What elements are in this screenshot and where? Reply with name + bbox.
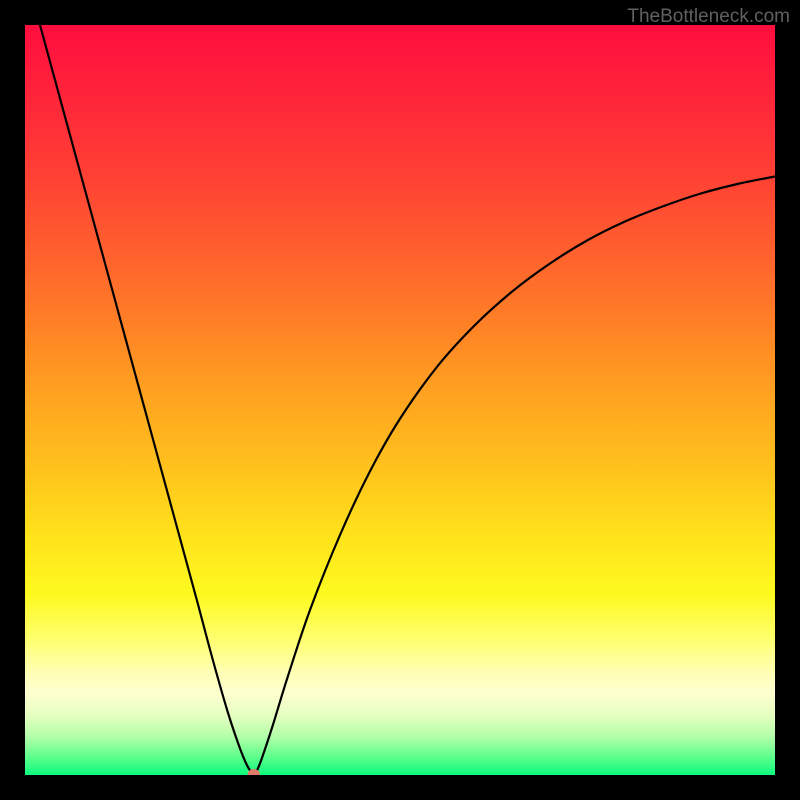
chart-background bbox=[25, 25, 775, 775]
watermark-text: TheBottleneck.com bbox=[627, 6, 790, 28]
chart-container bbox=[25, 25, 775, 775]
bottleneck-chart bbox=[25, 25, 775, 775]
